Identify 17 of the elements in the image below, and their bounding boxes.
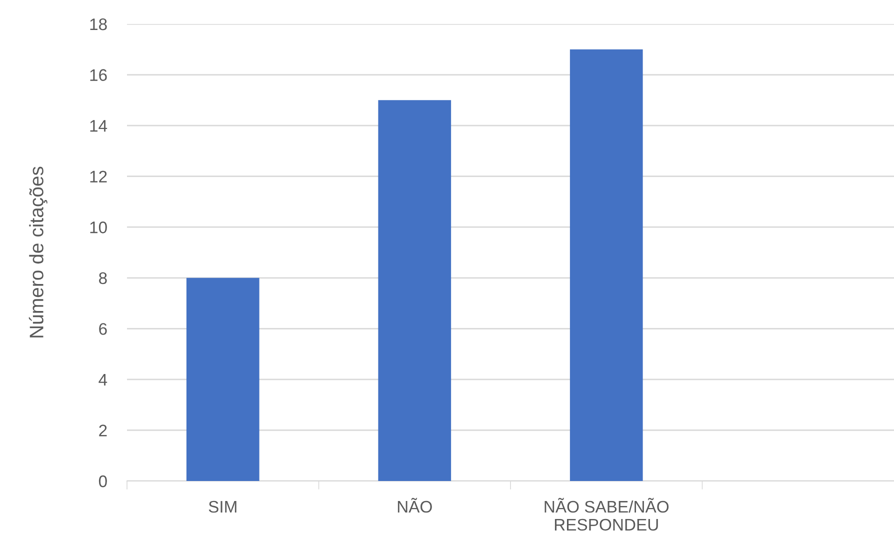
- y-tick-label: 4: [98, 374, 108, 386]
- y-axis-title: Número de citações: [28, 166, 48, 338]
- y-tick-label: 12: [90, 170, 107, 182]
- y-tick-label: 16: [90, 69, 107, 81]
- bar: [186, 278, 260, 481]
- y-tick-label: 2: [99, 424, 107, 436]
- y-tick-label: 18: [90, 18, 107, 30]
- y-tick-label: 0: [98, 475, 107, 488]
- x-tick-label: SIM: [208, 500, 236, 513]
- y-tick-label: 10: [90, 222, 107, 234]
- bar: [378, 100, 452, 481]
- x-tick-label: NÃO: [398, 498, 432, 513]
- y-tick-label: 6: [99, 323, 107, 335]
- x-tick-label: NÃO SABE/NÃO RESPONDEU: [544, 498, 669, 531]
- y-tick-label: 8: [99, 272, 107, 284]
- bar: [570, 49, 643, 481]
- y-tick-label: 14: [90, 120, 108, 132]
